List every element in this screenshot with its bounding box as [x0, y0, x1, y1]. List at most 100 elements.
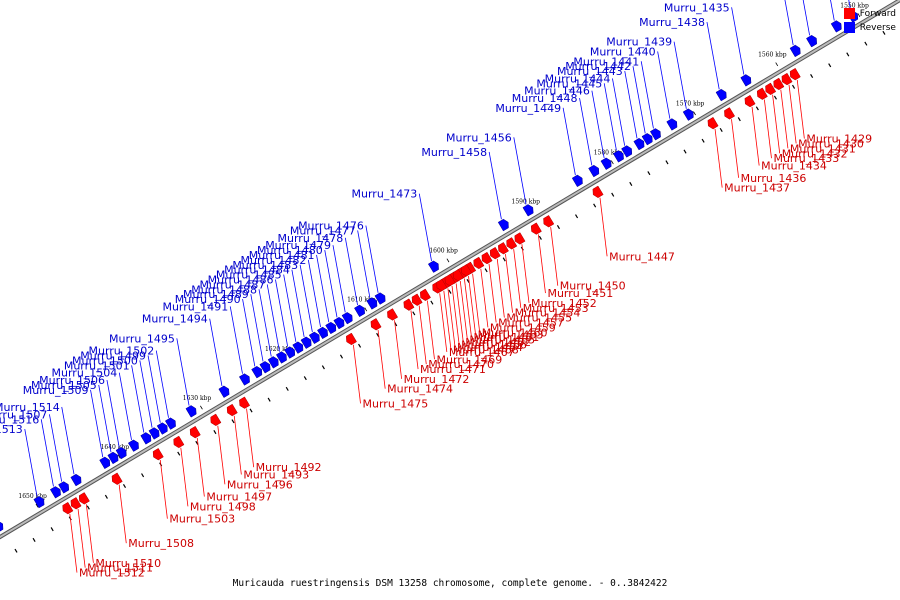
orf-tick — [358, 343, 362, 348]
Murru_1433-arrow — [756, 87, 768, 100]
Murru_1495-arrow — [185, 405, 197, 418]
Murru_1448-arrow — [588, 164, 600, 178]
Murru_1511-arrow — [70, 497, 82, 510]
tick-label: 1610 kbp — [347, 297, 376, 304]
Murru_1489-leader — [250, 294, 264, 362]
Murru_1440-leader — [657, 51, 671, 119]
Murru_1476-leader — [365, 225, 379, 293]
Murru_1469-label: Murru_1469 — [436, 353, 502, 366]
Murru_1461-leader — [463, 278, 472, 338]
Murru_1434-arrow — [744, 94, 756, 108]
orf-tick — [141, 473, 145, 478]
orf-tick — [484, 268, 488, 273]
Murru_1483-leader — [299, 264, 313, 333]
orf-tick — [575, 214, 579, 219]
Murru_1501-leader — [131, 365, 145, 433]
Murru_1456-label: Murru_1456 — [446, 131, 512, 144]
orf-tick — [719, 127, 723, 132]
Murru_1506-arrow — [115, 446, 127, 460]
Murru_1435-label: Murru_1435 — [664, 1, 730, 14]
Murru_1479-leader — [332, 245, 346, 313]
Murru_1481-label: Murru_1481 — [249, 249, 315, 262]
orf-tick — [810, 73, 814, 79]
Murru_1508-label: Murru_1508 — [128, 537, 194, 550]
Murru_1436-arrow — [724, 107, 736, 120]
Murru_1476-label: Murru_1476 — [298, 220, 364, 233]
Murru_1494-leader — [209, 318, 223, 387]
Murru_1509-arrow — [99, 456, 111, 470]
Murru_1449-label: Murru_1449 — [495, 102, 561, 115]
Murru_1508-leader — [118, 484, 127, 544]
Murru_1492-label: Murru_1492 — [256, 461, 322, 474]
Murru_1490-arrow — [251, 366, 263, 379]
Murru_1502-leader — [155, 350, 169, 418]
Murru_1463-leader — [468, 276, 476, 335]
tick-label: 1570 kbp — [676, 101, 705, 108]
Murru_1518-arrow — [0, 521, 4, 532]
Murru_1489-arrow — [259, 361, 271, 374]
Murru_1462-label: Murru_1462 — [465, 336, 531, 349]
tick-mark — [446, 258, 450, 263]
Murru_1499-label: Murru_1499 — [80, 350, 146, 363]
Murru_1468-leader — [443, 290, 452, 350]
Murru_1485-label: Murru_1485 — [216, 269, 282, 282]
Murru_1445-leader — [603, 83, 617, 151]
orf-tick — [177, 451, 181, 456]
Murru_1455-label: Murru_1455 — [506, 312, 572, 325]
Murru_1457-leader — [488, 263, 497, 323]
backbone — [0, 0, 900, 539]
Murru_1445-arrow — [612, 150, 624, 163]
Murru_1438-arrow — [715, 88, 727, 102]
forward-swatch — [843, 8, 855, 19]
Murru_1458-label: Murru_1458 — [421, 146, 487, 159]
Murru_1507-leader — [49, 414, 63, 482]
Murru_1429-label: Murru_1429 — [806, 133, 872, 146]
Murru_1473-label: Murru_1473 — [352, 188, 418, 201]
Murru_1469-arrow — [420, 288, 431, 301]
Murru_1427-arrow — [830, 20, 842, 33]
Murru_1426-arrow — [789, 44, 801, 58]
Murru_1457-label: Murru_1457 — [498, 316, 564, 329]
tick-mark — [610, 160, 614, 165]
Murru_1465-label: Murru_1465 — [469, 334, 535, 347]
orf-tick — [122, 483, 127, 489]
Murru_1499-arrow — [156, 422, 168, 435]
Murru_1442-label: Murru_1442 — [565, 60, 631, 73]
Murru_1444-label: Murru_1444 — [545, 72, 611, 85]
Murru_1426-leader — [784, 0, 794, 46]
orf-tick — [285, 386, 289, 391]
Murru_1478-leader — [344, 237, 358, 306]
Murru_1452-leader — [521, 244, 530, 303]
Murru_1467-leader — [439, 293, 448, 352]
Murru_1460-label: Murru_1460 — [482, 326, 548, 339]
orf-tick — [755, 106, 759, 111]
Murru_1456-arrow — [522, 204, 534, 217]
orf-tick — [430, 300, 434, 305]
orf-tick — [791, 84, 796, 89]
tick-label: 1580 kbp — [594, 150, 623, 157]
orf-tick — [846, 52, 850, 57]
orf-tick — [32, 537, 36, 542]
Murru_1483-arrow — [308, 331, 320, 345]
Murru_1475-label: Murru_1475 — [363, 397, 429, 410]
Murru_1473-arrow — [427, 260, 439, 273]
Murru_1480-arrow — [333, 317, 345, 330]
Murru_1498-arrow — [173, 435, 185, 449]
Murru_1513-leader — [24, 428, 38, 497]
Murru_1481-arrow — [325, 321, 337, 335]
Murru_1474-arrow — [370, 318, 382, 331]
Murru_1478-label: Murru_1478 — [278, 232, 344, 245]
Murru_1507-arrow — [58, 481, 70, 494]
Murru_1458-arrow — [497, 218, 509, 232]
orf-tick — [828, 63, 832, 68]
tick-label: 1560 kbp — [758, 52, 787, 59]
Murru_1462-leader — [455, 283, 464, 343]
Murru_1466-leader — [451, 285, 460, 345]
Murru_1488-arrow — [267, 356, 279, 369]
orf-tick — [321, 365, 325, 370]
Murru_1491-leader — [229, 306, 243, 374]
orf-tick — [231, 419, 235, 424]
Murru_1454-label: Murru_1454 — [515, 307, 581, 320]
Murru_1513-arrow — [33, 496, 45, 509]
Murru_1485-arrow — [292, 341, 304, 354]
